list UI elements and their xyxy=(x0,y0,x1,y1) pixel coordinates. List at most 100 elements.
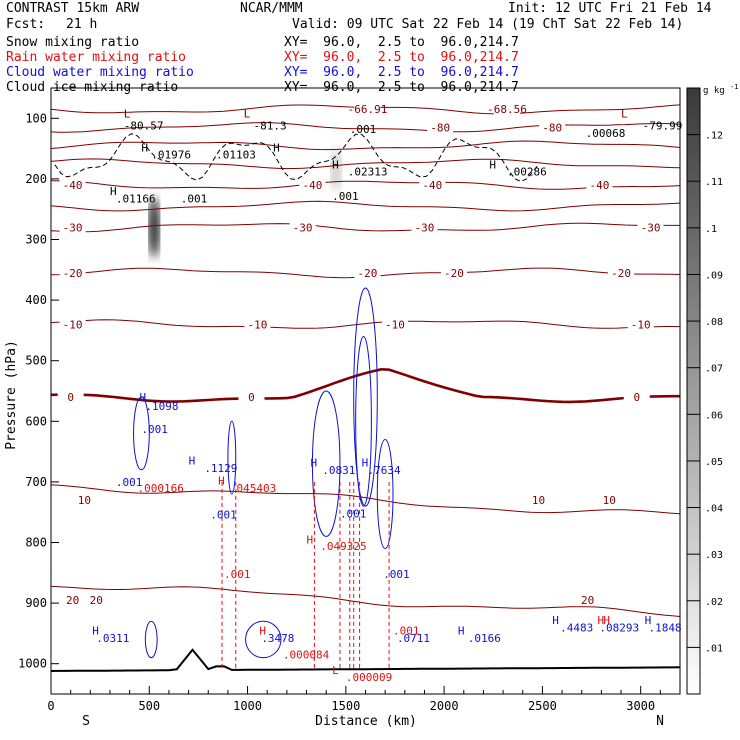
temperature-label: -20 xyxy=(358,267,378,280)
temperature-label-bg xyxy=(623,390,650,404)
temperature-contour xyxy=(51,200,680,212)
high-marker: H xyxy=(92,624,99,637)
cloud-water-value-label: .0166 xyxy=(468,632,501,645)
temperature-label: 20 xyxy=(581,594,594,607)
temperature-label-bg xyxy=(608,265,635,279)
temperature-label: -30 xyxy=(63,221,83,234)
temperature-label: 0 xyxy=(248,391,255,404)
cloud-ice-value-label: .001 xyxy=(350,123,377,136)
cloud-ice-value-label: .01976 xyxy=(151,149,191,162)
temperature-label-bg xyxy=(381,317,408,331)
org-label: NCAR/MMM xyxy=(240,1,303,16)
y-axis-tick-label: 600 xyxy=(25,414,47,428)
field-xy-cloud-water: XY= 96.0, 2.5 to 96.0,214.7 xyxy=(284,65,519,80)
cloud-water-value-label: .001 xyxy=(210,509,237,522)
temperature-label-bg xyxy=(83,593,110,607)
high-marker: H xyxy=(645,614,652,627)
colorbar-tick-label: .01 xyxy=(705,643,723,654)
temperature-label: -80 xyxy=(430,121,450,134)
temperature-label: -68.56 xyxy=(487,103,527,116)
low-marker: L xyxy=(332,664,339,677)
forecast-hour: 21 h xyxy=(66,17,98,32)
cloud-ice-value-label: .01166 xyxy=(116,192,156,205)
temperature-label: -80 xyxy=(542,121,562,134)
temperature-minimum-label: -80.57 xyxy=(124,120,164,133)
high-marker: H xyxy=(597,614,604,627)
temperature-contour xyxy=(51,180,680,190)
y-axis-tick-label: 200 xyxy=(25,172,47,186)
colorbar-unit-label: g kg xyxy=(703,86,725,96)
temperature-label-bg xyxy=(596,493,623,507)
y-axis-tick-label: 100 xyxy=(25,111,47,125)
temperature-label: 10 xyxy=(603,494,616,507)
y-axis-tick-label: 800 xyxy=(25,536,47,550)
colorbar-tick-label: .06 xyxy=(705,410,723,421)
high-marker: H xyxy=(310,457,317,470)
cloud-ice-value-label: .001 xyxy=(181,192,208,205)
y-axis-tick-label: 1000 xyxy=(18,657,47,671)
field-label-snow: Snow mixing ratio xyxy=(6,35,140,50)
y-axis-tick-label: 700 xyxy=(25,475,47,489)
temperature-label: -40 xyxy=(422,179,442,192)
cloud-water-value-label: .001 xyxy=(340,507,367,520)
temperature-label: 10 xyxy=(532,494,545,507)
temperature-label-bg xyxy=(59,265,86,279)
temperature-label-bg xyxy=(71,493,98,507)
low-marker: L xyxy=(244,107,251,120)
temperature-label: -40 xyxy=(63,179,83,192)
x-axis-title: Distance (km) xyxy=(315,714,417,729)
x-axis-tick-label: 500 xyxy=(138,699,160,713)
temperature-minimum-label: -79.99 xyxy=(643,120,683,133)
low-marker: L xyxy=(124,107,131,120)
temperature-label-bg xyxy=(440,265,467,279)
high-marker: H xyxy=(307,533,314,546)
temperature-label-bg xyxy=(57,390,84,404)
cloud-water-contour xyxy=(376,438,394,550)
y-axis-title: Pressure (hPa) xyxy=(4,340,19,450)
temperature-label-bg xyxy=(59,220,86,234)
temperature-label-bg xyxy=(59,317,86,331)
high-marker: H xyxy=(332,158,339,171)
y-axis-tick-label: 900 xyxy=(25,596,47,610)
x-axis-tick-label: 0 xyxy=(47,699,54,713)
temperature-label-bg xyxy=(627,317,654,331)
temperature-label-bg xyxy=(539,120,566,134)
x-axis-tick-label: 1500 xyxy=(331,699,360,713)
model-title: CONTRAST 15km ARW xyxy=(6,1,140,16)
rain-water-value-label: .000009 xyxy=(346,671,392,684)
temperature-label: 20 xyxy=(66,594,79,607)
temperature-label-bg xyxy=(354,102,381,116)
temperature-label-bg xyxy=(637,220,664,234)
colorbar-tick-label: .12 xyxy=(705,131,723,142)
high-marker: H xyxy=(362,457,369,470)
high-marker: H xyxy=(552,614,559,627)
temperature-label-bg xyxy=(411,220,438,234)
temperature-label: 0 xyxy=(633,391,640,404)
cloud-water-contour xyxy=(133,396,150,471)
x-axis-tick-label: 2500 xyxy=(528,699,557,713)
field-xy-snow: XY= 96.0, 2.5 to 96.0,214.7 xyxy=(284,35,519,50)
temperature-contour xyxy=(51,319,680,329)
x-axis-tick-label: 1000 xyxy=(233,699,262,713)
cloud-water-value-label: .001 xyxy=(383,568,410,581)
temperature-contour xyxy=(51,158,680,170)
y-axis-tick-label: 300 xyxy=(25,233,47,247)
temperature-label-bg xyxy=(238,390,265,404)
temperature-label: -40 xyxy=(589,179,609,192)
cloud-water-value-label: .0711 xyxy=(397,632,430,645)
temperature-label-bg xyxy=(525,493,552,507)
rain-water-value-label: .000084 xyxy=(283,649,330,662)
colorbar-unit-exponent: -1 xyxy=(730,83,738,91)
high-marker: H xyxy=(139,391,146,404)
high-marker: H xyxy=(110,185,117,198)
cloud-water-value-label: .1129 xyxy=(204,462,237,475)
x-axis-tick-label: 3000 xyxy=(626,699,655,713)
temperature-label: -20 xyxy=(444,267,464,280)
colorbar-tick-label: .04 xyxy=(705,504,723,515)
rain-water-value-label: .001 xyxy=(224,568,251,581)
cloud-water-value-label: .08293 xyxy=(599,621,639,634)
cloud-ice-contour xyxy=(54,133,539,183)
colorbar xyxy=(686,87,701,695)
temperature-label-bg xyxy=(244,317,271,331)
temperature-label-bg xyxy=(299,177,326,191)
